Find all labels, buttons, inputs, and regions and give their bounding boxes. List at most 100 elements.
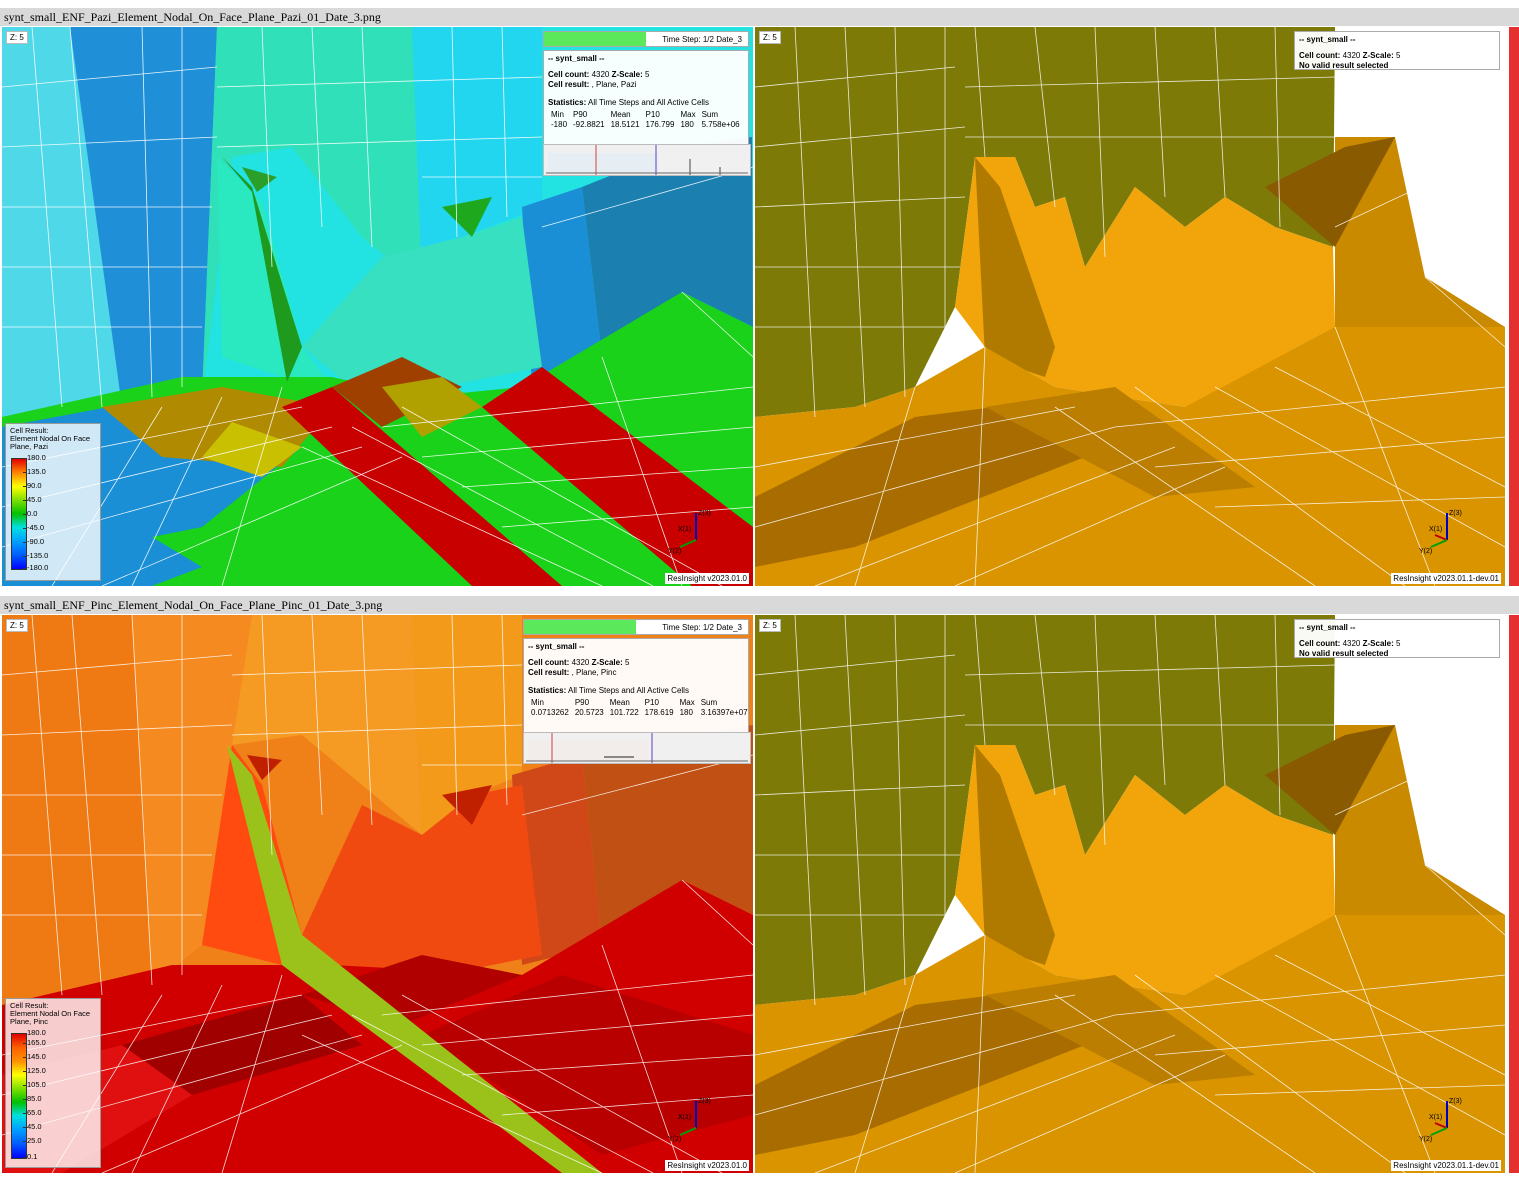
color-edge-bar xyxy=(1509,615,1519,1173)
legend-color-bar xyxy=(11,1033,27,1159)
statistics-histogram xyxy=(543,144,751,176)
cell-result-label: Cell result: xyxy=(528,668,570,677)
stat-value: 0.0713262 xyxy=(531,708,569,717)
legend-tick: 45.0 xyxy=(23,495,42,504)
statistics-label: Statistics: xyxy=(548,98,587,107)
time-step-indicator[interactable]: Time Step: 1/2 Date_3 xyxy=(523,619,749,635)
stat-value: 18.5121 xyxy=(610,120,640,129)
axis-label-y: Y(2) xyxy=(668,1136,681,1143)
viewport-pazi[interactable]: Z: 5 Time Step: 1/2 Date_3 -- synt_small… xyxy=(2,27,753,586)
time-step-label: Time Step: xyxy=(662,623,701,632)
zscale-value: 5 xyxy=(1395,639,1401,648)
stat-value: 3.16397e+07 xyxy=(700,708,748,717)
cell-count-label: Cell count: xyxy=(1299,51,1341,60)
statistics-table: Min P90 Mean P10 Max Sum -180 -92.8821 1… xyxy=(548,110,743,130)
viewport-no-result[interactable]: Z: 5 -- synt_small -- Cell count: 4320 Z… xyxy=(755,615,1519,1173)
axis-label-x: X(1) xyxy=(678,526,691,533)
legend-tick: 25.0 xyxy=(23,1136,42,1145)
stat-header: Sum xyxy=(701,110,719,119)
axis-cross-icon: Z(3) X(1) Y(2) xyxy=(1419,510,1462,555)
zscale-label: Z-Scale: xyxy=(611,70,643,79)
reservoir-3d-scene[interactable] xyxy=(755,27,1519,586)
zscale-label: Z-Scale: xyxy=(1362,639,1394,648)
viewport-no-result[interactable]: Z: 5 -- synt_small -- Cell count: 4320 Z… xyxy=(755,27,1519,586)
time-step-label: Time Step: xyxy=(662,35,701,44)
stat-header: P10 xyxy=(644,698,659,707)
legend-tick: 85.0 xyxy=(23,1094,42,1103)
reservoir-3d-scene[interactable] xyxy=(755,615,1519,1173)
stat-header: Min xyxy=(551,110,564,119)
time-step-value: 1/2 Date_3 xyxy=(702,35,742,44)
axis-label-z: Z(3) xyxy=(1449,1098,1462,1105)
no-result-message: No valid result selected xyxy=(1299,61,1389,70)
axis-cross-icon: Z(3) X(1) Y(2) xyxy=(668,1098,711,1143)
legend-title: Cell Result: Element Nodal On Face Plane… xyxy=(10,426,91,451)
case-name: -- synt_small -- xyxy=(528,642,585,651)
legend-tick: 65.0 xyxy=(23,1108,42,1117)
time-step-indicator[interactable]: Time Step: 1/2 Date_3 xyxy=(543,31,749,47)
legend-tick: -135.0 xyxy=(22,551,49,560)
stat-header: Mean xyxy=(610,110,631,119)
image-caption: synt_small_ENF_Pazi_Element_Nodal_On_Fac… xyxy=(0,8,1519,26)
stat-header: Max xyxy=(680,110,696,119)
viewport-pinc[interactable]: Z: 5 Time Step: 1/2 Date_3 -- synt_small… xyxy=(2,615,753,1173)
time-step-progress xyxy=(544,32,646,46)
color-edge-bar xyxy=(1509,27,1519,586)
legend-tick: 90.0 xyxy=(23,481,42,490)
image-caption: synt_small_ENF_Pinc_Element_Nodal_On_Fac… xyxy=(0,596,1519,614)
z-scale-label: Z: 5 xyxy=(759,31,781,44)
legend-tick: -45.0 xyxy=(22,523,45,532)
time-step-value: 1/2 Date_3 xyxy=(702,623,742,632)
statistics-label: Statistics: xyxy=(528,686,567,695)
cell-count-value: 4320 xyxy=(591,70,610,79)
case-name: -- synt_small -- xyxy=(548,54,605,63)
stat-value: 178.619 xyxy=(644,708,674,717)
info-box: -- synt_small -- Cell count: 4320 Z-Scal… xyxy=(1294,619,1500,658)
stat-value: -180 xyxy=(551,120,568,129)
legend-tick: -180.0 xyxy=(22,563,49,572)
stat-header: Sum xyxy=(700,698,718,707)
axis-label-z: Z(3) xyxy=(1449,510,1462,517)
version-label: ResInsight v2023.01.0 xyxy=(665,1160,749,1171)
axis-label-y: Y(2) xyxy=(668,548,681,555)
stat-header: Max xyxy=(679,698,695,707)
legend-tick: 45.0 xyxy=(23,1122,42,1131)
axis-label-y: Y(2) xyxy=(1419,548,1432,555)
z-scale-label: Z: 5 xyxy=(6,619,28,632)
statistics-scope: All Time Steps and All Active Cells xyxy=(568,686,689,695)
case-name: -- synt_small -- xyxy=(1299,623,1356,632)
cell-count-label: Cell count: xyxy=(548,70,590,79)
version-label: ResInsight v2023.01.0 xyxy=(665,573,749,584)
z-scale-label: Z: 5 xyxy=(759,619,781,632)
axis-label-y: Y(2) xyxy=(1419,1136,1432,1143)
stat-header: Min xyxy=(531,698,544,707)
case-name: -- synt_small -- xyxy=(1299,35,1356,44)
info-box: -- synt_small -- Cell count: 4320 Z-Scal… xyxy=(523,638,749,734)
stat-value: 5.758e+06 xyxy=(701,120,740,129)
zscale-label: Z-Scale: xyxy=(591,658,623,667)
version-label: ResInsight v2023.01.1-dev.01 xyxy=(1391,573,1501,584)
stat-header: P90 xyxy=(573,110,588,119)
cell-result-value: , Plane, Pazi xyxy=(591,80,637,89)
axis-cross-icon: Z(3) X(1) Y(2) xyxy=(668,510,711,555)
zscale-value: 5 xyxy=(624,658,630,667)
legend-tick: 105.0 xyxy=(23,1080,46,1089)
stat-value: 176.799 xyxy=(645,120,675,129)
legend-tick: 0.1 xyxy=(22,1152,38,1161)
legend-tick: 125.0 xyxy=(23,1066,46,1075)
stat-header: P90 xyxy=(574,698,590,707)
axis-label-z: Z(3) xyxy=(698,510,711,517)
cell-count-value: 4320 xyxy=(1342,51,1361,60)
axis-label-x: X(1) xyxy=(1429,526,1442,533)
cell-count-value: 4320 xyxy=(1342,639,1361,648)
stat-value: -92.8821 xyxy=(573,120,605,129)
stat-header: P10 xyxy=(645,110,660,119)
cell-result-value: , Plane, Pinc xyxy=(571,668,617,677)
axis-cross-icon: Z(3) X(1) Y(2) xyxy=(1419,1098,1462,1143)
stat-value: 20.5723 xyxy=(574,708,604,717)
legend-tick: 135.0 xyxy=(23,467,46,476)
axis-label-z: Z(3) xyxy=(698,1098,711,1105)
legend-tick: 0.0 xyxy=(22,509,38,518)
color-legend: Cell Result: Element Nodal On Face Plane… xyxy=(5,423,101,581)
z-scale-label: Z: 5 xyxy=(6,31,28,44)
